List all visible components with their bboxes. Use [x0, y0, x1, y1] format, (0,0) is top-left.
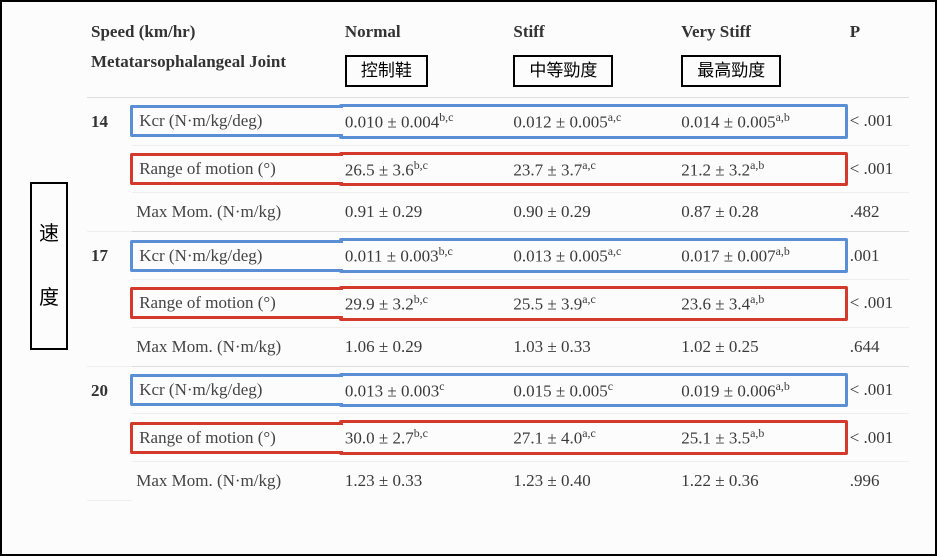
p-value: .644: [846, 327, 909, 366]
val-normal: 30.0 ± 2.7b,c: [341, 414, 510, 462]
val-verystiff: 23.6 ± 3.4a,b: [677, 280, 845, 328]
p-value: < .001: [846, 145, 909, 193]
val-normal: 1.23 ± 0.33: [341, 462, 510, 501]
col-speed: Speed (km/hr): [87, 16, 341, 46]
side-label-speed: 速 度: [30, 182, 68, 350]
val-verystiff: 1.22 ± 0.36: [677, 462, 845, 501]
metric-rom: Range of motion (°): [132, 414, 341, 462]
p-value: < .001: [846, 366, 909, 414]
val-verystiff: 0.87 ± 0.28: [677, 193, 845, 232]
val-normal: 0.011 ± 0.003b,c: [341, 232, 510, 280]
box-verystiff: 最高勁度: [681, 55, 781, 87]
p-value: < .001: [846, 280, 909, 328]
p-value: < .001: [846, 98, 909, 146]
box-stiff: 中等勁度: [513, 55, 613, 87]
val-normal: 29.9 ± 3.2b,c: [341, 280, 510, 328]
col-p: P: [846, 16, 909, 46]
metric-kcr: Kcr (N·m/kg/deg): [132, 366, 341, 414]
p-value: .996: [846, 462, 909, 501]
col-mpj: Metatarsophalangeal Joint: [87, 46, 341, 98]
p-value: .001: [846, 232, 909, 280]
val-stiff: 27.1 ± 4.0a,c: [509, 414, 677, 462]
val-verystiff: 1.02 ± 0.25: [677, 327, 845, 366]
col-stiff: Stiff: [509, 16, 677, 46]
box-normal-cell: 控制鞋: [341, 46, 510, 98]
side-label-char: 度: [32, 266, 66, 330]
box-verystiff-cell: 最高勁度: [677, 46, 845, 98]
val-normal: 0.91 ± 0.29: [341, 193, 510, 232]
val-normal: 0.013 ± 0.003c: [341, 366, 510, 414]
speed-cell: 20: [87, 366, 132, 500]
side-label-char: 速: [32, 202, 66, 266]
val-stiff: 25.5 ± 3.9a,c: [509, 280, 677, 328]
figure-frame: 速 度 Speed (km/hr) Normal Stiff Very Stif…: [0, 0, 937, 556]
metric-kcr: Kcr (N·m/kg/deg): [132, 98, 341, 146]
val-verystiff: 0.019 ± 0.006a,b: [677, 366, 845, 414]
p-value: .482: [846, 193, 909, 232]
col-normal: Normal: [341, 16, 510, 46]
metric-mom: Max Mom. (N·m/kg): [132, 193, 341, 232]
val-stiff: 0.013 ± 0.005a,c: [509, 232, 677, 280]
val-stiff: 0.015 ± 0.005c: [509, 366, 677, 414]
metric-rom: Range of motion (°): [132, 280, 341, 328]
table-container: Speed (km/hr) Normal Stiff Very Stiff P …: [87, 16, 909, 540]
col-verystiff: Very Stiff: [677, 16, 845, 46]
metric-mom: Max Mom. (N·m/kg): [132, 462, 341, 501]
box-normal: 控制鞋: [345, 55, 428, 87]
val-normal: 1.06 ± 0.29: [341, 327, 510, 366]
val-stiff: 0.012 ± 0.005a,c: [509, 98, 677, 146]
val-stiff: 1.03 ± 0.33: [509, 327, 677, 366]
val-normal: 26.5 ± 3.6b,c: [341, 145, 510, 193]
speed-cell: 17: [87, 232, 132, 366]
val-normal: 0.010 ± 0.004b,c: [341, 98, 510, 146]
val-verystiff: 0.014 ± 0.005a,b: [677, 98, 845, 146]
val-stiff: 1.23 ± 0.40: [509, 462, 677, 501]
val-stiff: 23.7 ± 3.7a,c: [509, 145, 677, 193]
metric-kcr: Kcr (N·m/kg/deg): [132, 232, 341, 280]
box-stiff-cell: 中等勁度: [509, 46, 677, 98]
metric-rom: Range of motion (°): [132, 145, 341, 193]
val-verystiff: 25.1 ± 3.5a,b: [677, 414, 845, 462]
val-verystiff: 21.2 ± 3.2a,b: [677, 145, 845, 193]
val-stiff: 0.90 ± 0.29: [509, 193, 677, 232]
data-table: Speed (km/hr) Normal Stiff Very Stiff P …: [87, 16, 909, 501]
speed-cell: 14: [87, 98, 132, 232]
metric-mom: Max Mom. (N·m/kg): [132, 327, 341, 366]
val-verystiff: 0.017 ± 0.007a,b: [677, 232, 845, 280]
p-value: < .001: [846, 414, 909, 462]
